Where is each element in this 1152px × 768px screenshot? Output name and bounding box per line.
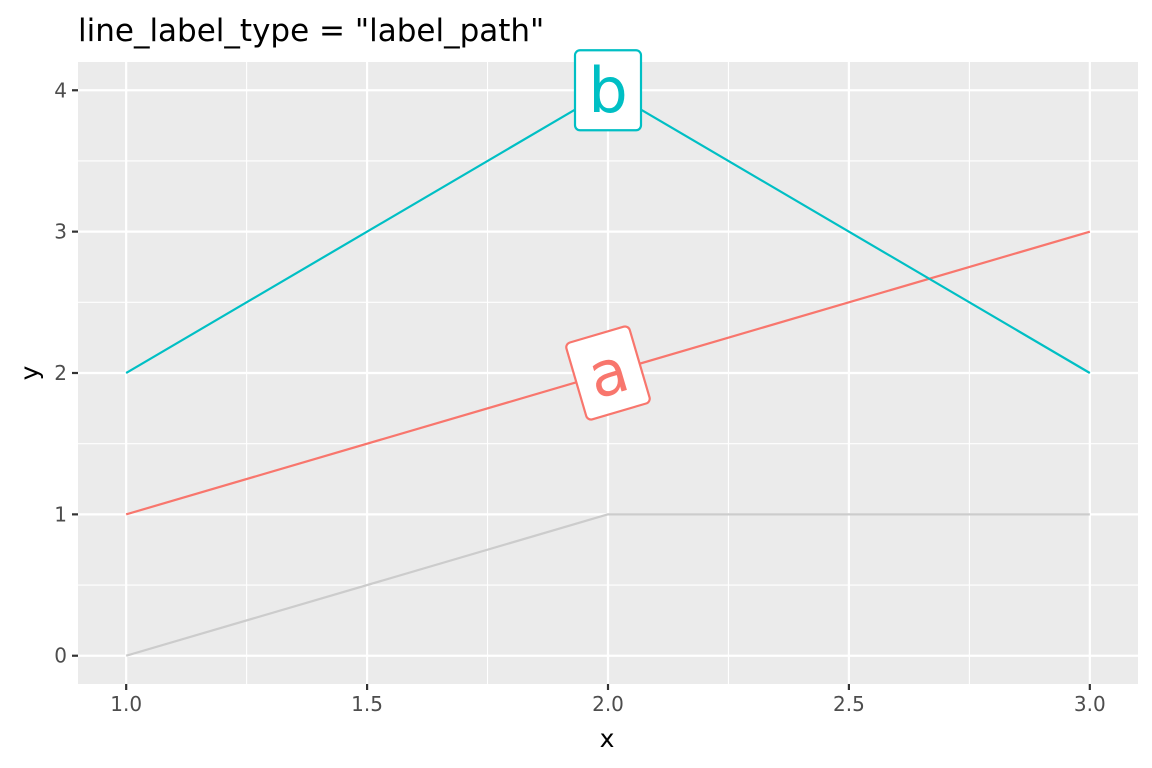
line-label-b: b bbox=[573, 49, 643, 132]
x-tick-label: 2.0 bbox=[592, 692, 624, 716]
chart-title: line_label_type = "label_path" bbox=[78, 13, 544, 49]
y-tick-label: 2 bbox=[54, 361, 67, 385]
line-label-a: a bbox=[565, 325, 651, 421]
line-labels: ab bbox=[565, 49, 651, 421]
x-axis-title: x bbox=[600, 724, 615, 753]
line-label-box-a bbox=[565, 325, 651, 421]
x-axis: 1.0 1.5 2.0 2.5 3.0 bbox=[110, 684, 1106, 716]
y-tick-label: 0 bbox=[54, 644, 67, 668]
x-tick-label: 2.5 bbox=[833, 692, 865, 716]
line-label-box-b bbox=[573, 49, 643, 132]
y-axis: 0 1 2 3 4 bbox=[54, 78, 78, 668]
series-line-unlabeled bbox=[125, 513, 1090, 657]
y-tick-label: 4 bbox=[54, 78, 67, 102]
line-label-text-b: b bbox=[588, 54, 627, 127]
x-tick-label: 1.0 bbox=[110, 692, 142, 716]
y-axis-title: y bbox=[15, 365, 44, 380]
y-tick-label: 1 bbox=[54, 502, 67, 526]
x-tick-label: 3.0 bbox=[1074, 692, 1106, 716]
x-tick-label: 1.5 bbox=[351, 692, 383, 716]
y-tick-label: 3 bbox=[54, 220, 67, 244]
